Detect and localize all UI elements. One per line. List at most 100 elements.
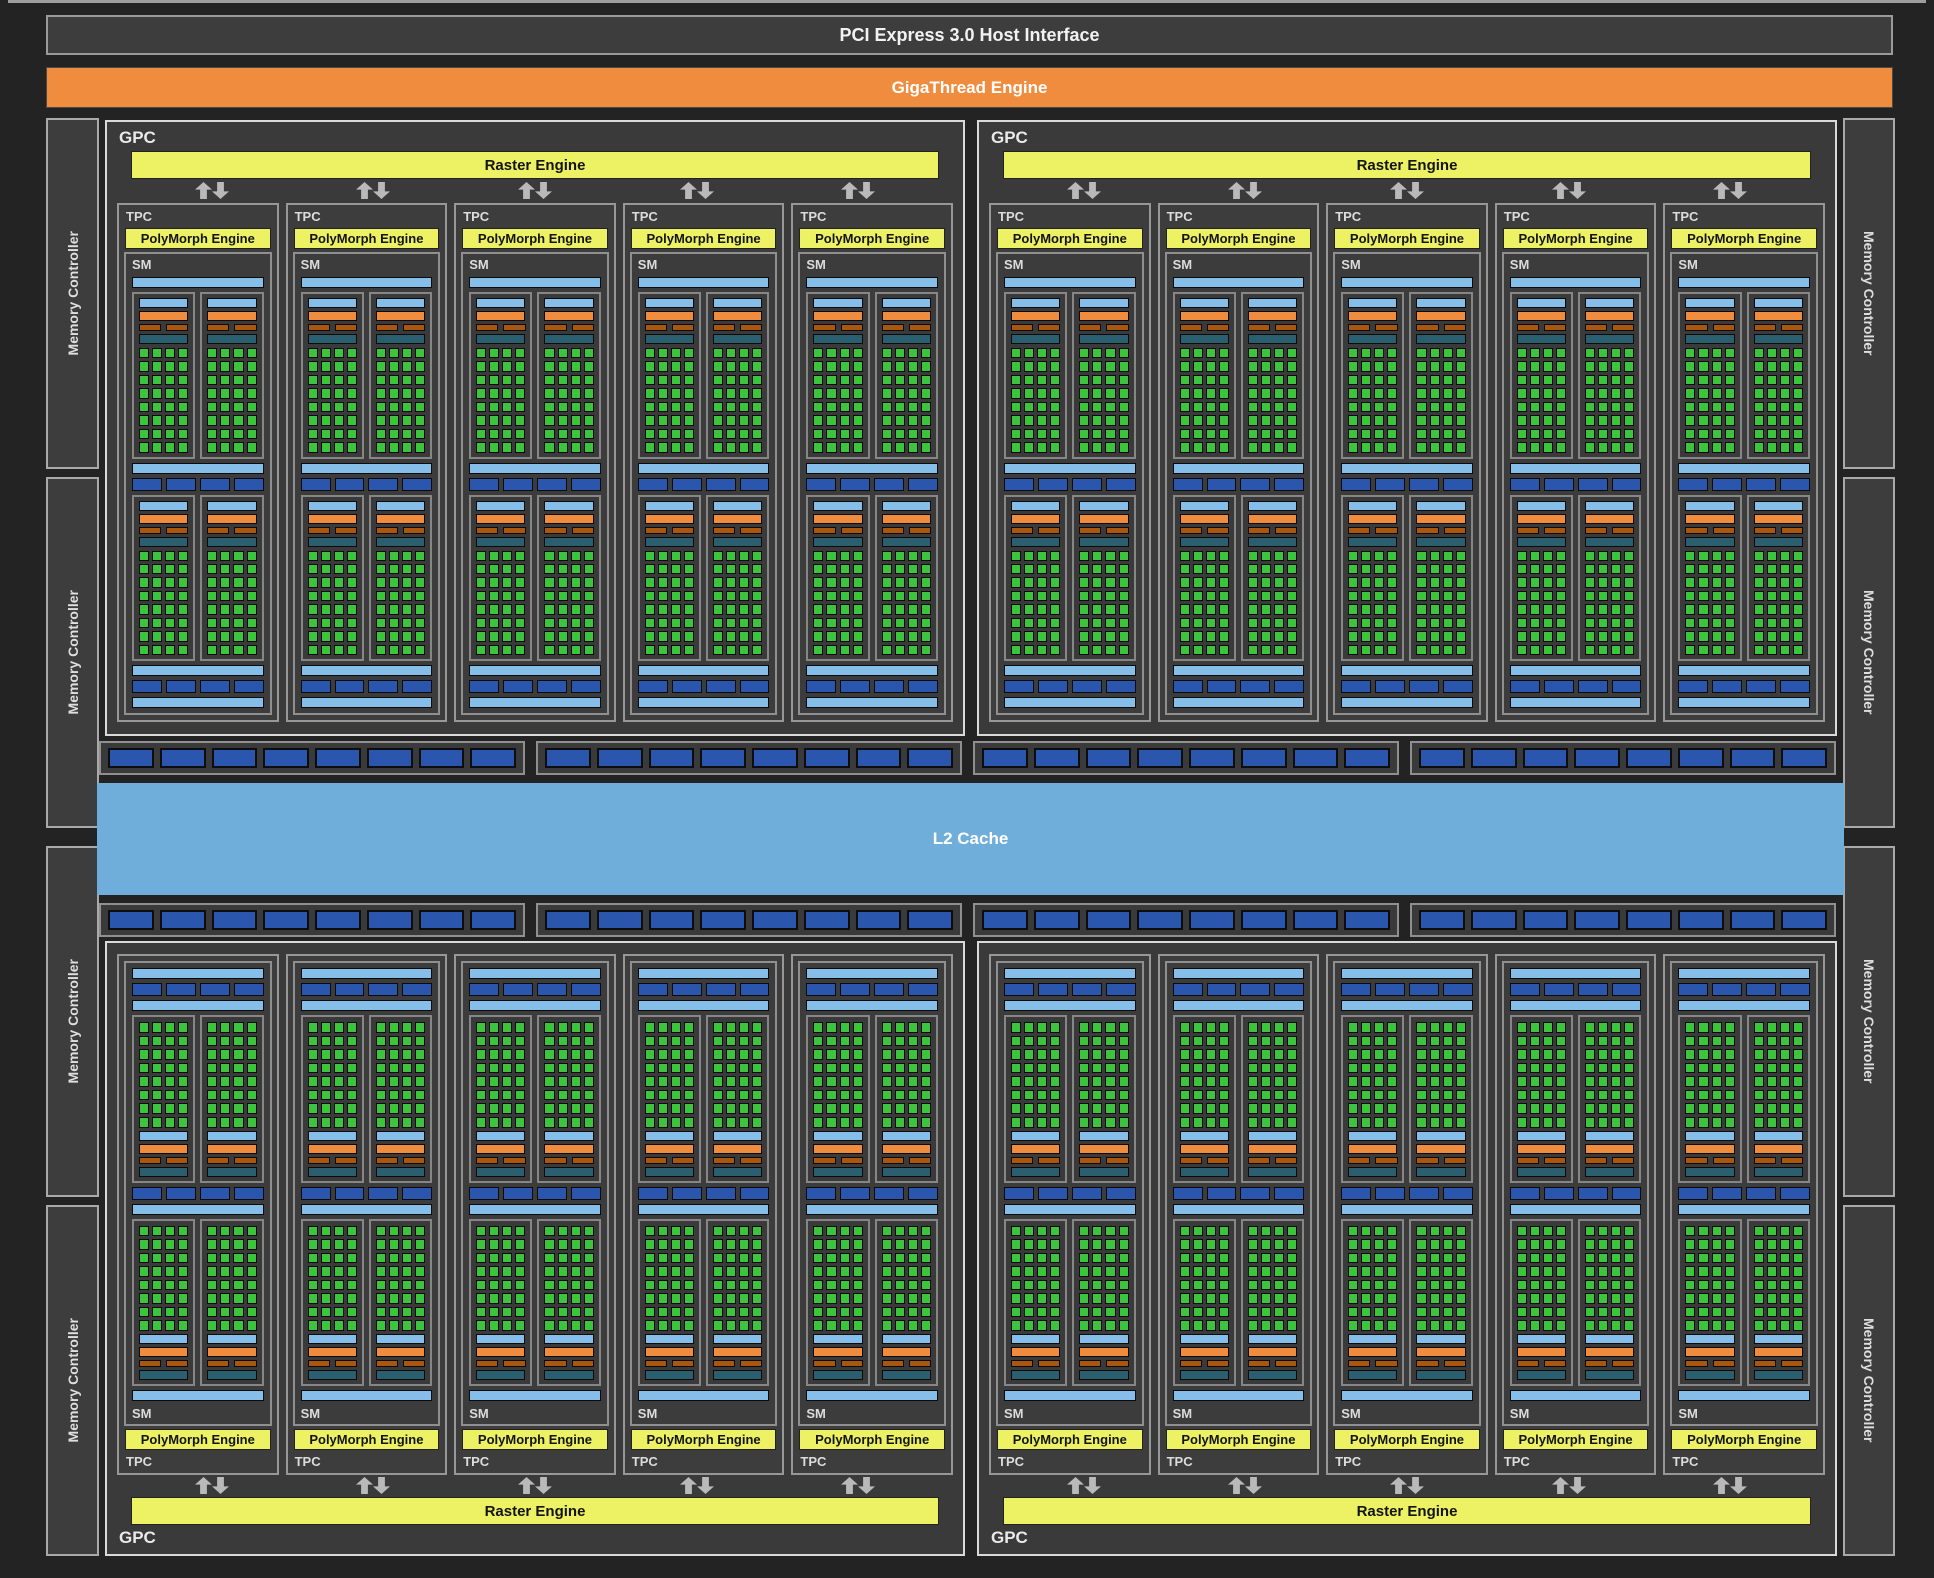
core-cell — [1260, 590, 1272, 602]
arrow-row — [1003, 1475, 1811, 1496]
core-cell — [1556, 1252, 1567, 1264]
core-cell — [583, 361, 594, 372]
sm-bar-orange — [881, 513, 931, 524]
core-cell — [1274, 1239, 1285, 1250]
core-cell — [544, 1089, 555, 1101]
sm-bar-teal — [307, 536, 357, 547]
core-cell — [920, 577, 931, 588]
core-cell — [1698, 550, 1709, 561]
core-cell — [476, 1022, 487, 1033]
core-cell — [881, 361, 892, 372]
core-cell — [415, 1239, 426, 1250]
core-cell — [881, 1103, 892, 1114]
core-cell — [246, 1306, 257, 1318]
bidirectional-arrow-icon — [679, 182, 714, 199]
core-cell — [713, 1225, 724, 1237]
core-grid — [881, 1022, 931, 1128]
core-cell — [1050, 442, 1061, 453]
core-cell — [152, 415, 163, 426]
core-cell — [152, 1103, 163, 1114]
core-cell — [139, 442, 150, 453]
sm-dispatch-pair — [1753, 526, 1803, 534]
sm-bar-darkorange — [139, 526, 162, 534]
core-cell — [920, 1022, 931, 1033]
core-cell — [1179, 1035, 1190, 1047]
sm-bar-darkorange — [571, 1360, 594, 1367]
core-cell — [502, 374, 513, 386]
core-cell — [1092, 1225, 1103, 1237]
sm-dispatch-pair — [139, 526, 189, 534]
core-cell — [515, 1089, 526, 1101]
core-cell — [1429, 1076, 1440, 1087]
sm-bus-segment — [1678, 680, 1709, 693]
core-cell — [1218, 563, 1229, 575]
core-cell — [1287, 1252, 1298, 1264]
sm-bus-segment — [637, 1186, 668, 1200]
core-cell — [1455, 374, 1466, 386]
gpc-top-left: GPC Raster Engine TPC PolyMorph Engine SM TPC… — [105, 120, 965, 736]
core-cell — [246, 1266, 257, 1277]
core-cell — [557, 1076, 568, 1087]
core-cell — [1685, 1089, 1696, 1101]
sm-bar-lightblue — [300, 968, 433, 979]
core-cell — [1387, 1225, 1398, 1237]
core-cell — [333, 590, 344, 602]
core-cell — [1698, 428, 1709, 440]
core-cell — [839, 1239, 850, 1250]
core-cell — [1779, 1022, 1790, 1033]
core-cell — [1611, 1279, 1622, 1291]
core-cell — [320, 374, 331, 386]
core-cell — [1179, 590, 1190, 602]
crossbar-segment — [263, 910, 309, 930]
core-cell — [1205, 415, 1216, 426]
core-cell — [1374, 1035, 1385, 1047]
core-cell — [1037, 590, 1048, 602]
sm-bar-lightblue — [375, 1334, 426, 1344]
core-cell — [375, 1062, 386, 1074]
core-cell — [1348, 577, 1359, 588]
sm-bus-segment — [908, 1186, 938, 1200]
core-cell — [139, 577, 150, 588]
core-cell — [502, 617, 513, 629]
core-cell — [1516, 1103, 1527, 1114]
core-cell — [1556, 1116, 1567, 1128]
core-cell — [1598, 550, 1609, 561]
core-cell — [657, 1239, 668, 1250]
sm-bar-teal — [1079, 1166, 1129, 1177]
core-cell — [1050, 415, 1061, 426]
sm-bus-segment — [165, 983, 196, 996]
sm-partition-row — [300, 1015, 433, 1183]
core-cell — [1766, 1116, 1777, 1128]
bidirectional-arrow-icon — [356, 182, 391, 199]
core-cell — [826, 442, 837, 453]
core-cell — [515, 1239, 526, 1250]
core-cell — [502, 1062, 513, 1074]
core-cell — [1260, 1116, 1272, 1128]
core-cell — [1218, 348, 1229, 359]
core-cell — [881, 1035, 892, 1047]
sm-bar-teal — [1685, 1166, 1735, 1177]
core-cell — [246, 1035, 257, 1047]
core-cell — [1711, 631, 1722, 642]
core-cell — [1079, 1320, 1090, 1331]
core-cell — [1287, 388, 1298, 399]
core-cell — [920, 1076, 931, 1087]
sm-bar-teal — [1416, 1166, 1466, 1177]
core-cell — [333, 1022, 344, 1033]
core-cell — [402, 361, 413, 372]
core-cell — [1624, 361, 1635, 372]
core-cell — [476, 428, 487, 440]
core-cell — [1556, 1266, 1567, 1277]
core-cell — [826, 604, 837, 615]
core-cell — [165, 415, 176, 426]
sm-bar-lightblue — [132, 1390, 264, 1401]
core-cell — [1766, 401, 1777, 413]
bidirectional-arrow-icon — [1713, 182, 1748, 199]
core-cell — [644, 442, 655, 453]
core-cell — [713, 1306, 724, 1318]
core-cell — [1624, 644, 1635, 655]
sm-bus-bar — [1678, 983, 1810, 996]
core-cell — [894, 1022, 905, 1033]
bidirectional-arrow-icon — [1066, 182, 1101, 199]
core-cell — [1516, 361, 1527, 372]
